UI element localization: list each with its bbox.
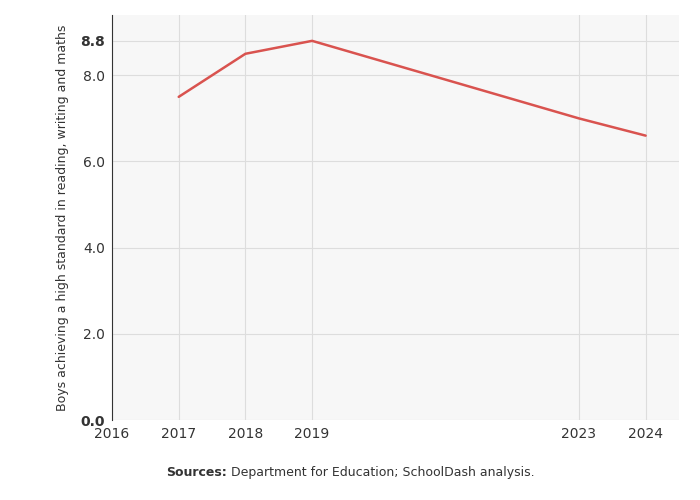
Text: Sources:: Sources: — [166, 466, 227, 479]
Text: Department for Education; SchoolDash analysis.: Department for Education; SchoolDash ana… — [227, 466, 534, 479]
Y-axis label: Boys achieving a high standard in reading, writing and maths: Boys achieving a high standard in readin… — [56, 24, 69, 410]
